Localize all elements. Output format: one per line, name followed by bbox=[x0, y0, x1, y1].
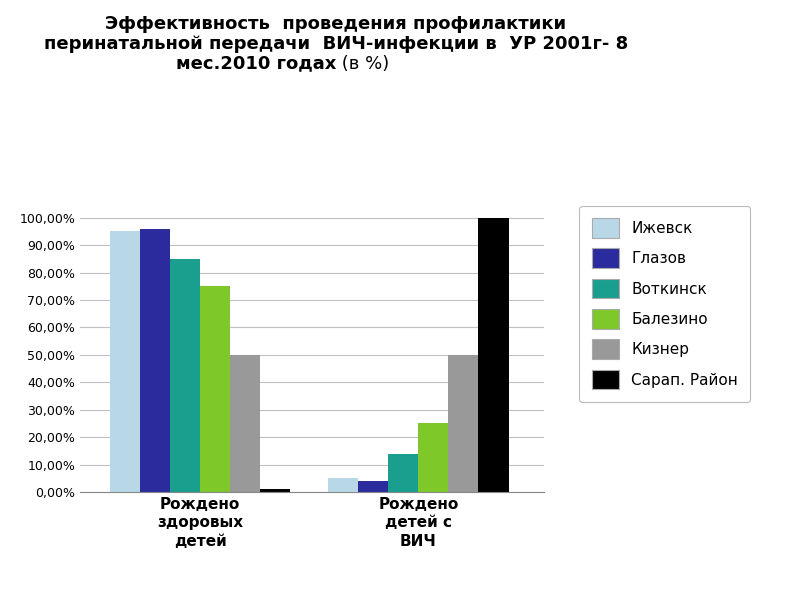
Bar bbox=[230, 355, 260, 492]
Legend: Ижевск, Глазов, Воткинск, Балезино, Кизнер, Сарап. Район: Ижевск, Глазов, Воткинск, Балезино, Кизн… bbox=[579, 206, 750, 401]
Bar bbox=[418, 424, 449, 492]
Bar bbox=[449, 355, 478, 492]
Bar bbox=[478, 218, 509, 492]
Text: мес.2010 годах: мес.2010 годах bbox=[176, 55, 336, 73]
Bar bbox=[110, 232, 140, 492]
Bar bbox=[200, 286, 230, 492]
Bar bbox=[140, 229, 170, 492]
Text: Эффективность  проведения профилактики: Эффективность проведения профилактики bbox=[106, 15, 566, 33]
Text: (в %): (в %) bbox=[336, 55, 390, 73]
Text: перинатальной передачи  ВИЧ-инфекции в  УР 2001г- 8: перинатальной передачи ВИЧ-инфекции в УР… bbox=[44, 35, 628, 53]
Bar bbox=[170, 259, 200, 492]
Bar bbox=[358, 481, 389, 492]
Bar bbox=[328, 478, 358, 492]
Bar bbox=[260, 489, 290, 492]
Bar bbox=[389, 454, 418, 492]
